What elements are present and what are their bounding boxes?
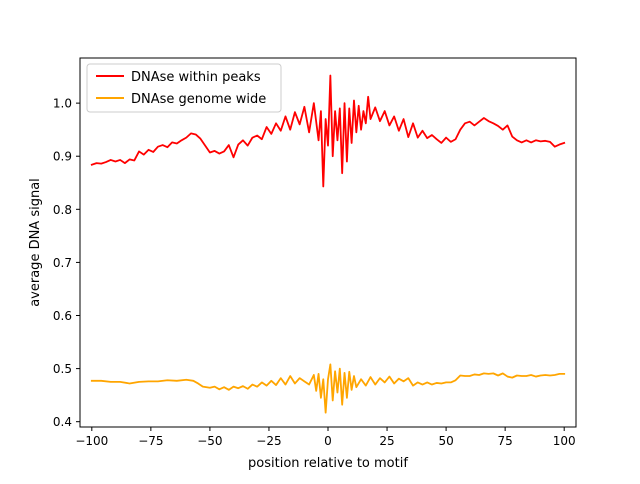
- x-tick-label: −100: [75, 434, 108, 448]
- x-tick-label: 100: [553, 434, 576, 448]
- x-tick-label: −25: [256, 434, 281, 448]
- series-line-dnase-within-peaks: [90, 74, 566, 188]
- x-tick-label: 75: [498, 434, 513, 448]
- y-tick-label: 0.7: [53, 256, 72, 270]
- series-line-dnase-genome-wide: [90, 363, 566, 414]
- y-tick-label: 0.5: [53, 362, 72, 376]
- series-layer: [90, 74, 566, 414]
- x-tick-label: −50: [197, 434, 222, 448]
- x-tick-label: 0: [324, 434, 332, 448]
- x-tick-label: 25: [379, 434, 394, 448]
- x-tick-label: 50: [438, 434, 453, 448]
- legend-box: [86, 63, 282, 113]
- legend-label-dnase-within-peaks: DNAse within peaks: [131, 70, 261, 85]
- y-tick-label: 0.6: [53, 309, 72, 323]
- legend: DNAse within peaks DNAse genome wide: [86, 63, 282, 113]
- y-tick-label: 1.0: [53, 97, 72, 111]
- y-tick-label: 0.4: [53, 415, 72, 429]
- x-axis-ticks: −100 −75 −50 −25 0 25 50 75 100: [75, 427, 576, 448]
- y-axis-ticks: 0.4 0.5 0.6 0.7 0.8 0.9 1.0: [53, 97, 80, 429]
- y-tick-label: 0.9: [53, 150, 72, 164]
- x-tick-label: −75: [138, 434, 163, 448]
- y-tick-label: 0.8: [53, 203, 72, 217]
- y-axis-label: average DNA signal: [28, 178, 43, 307]
- x-axis-label: position relative to motif: [248, 456, 408, 471]
- legend-label-dnase-genome-wide: DNAse genome wide: [131, 92, 266, 107]
